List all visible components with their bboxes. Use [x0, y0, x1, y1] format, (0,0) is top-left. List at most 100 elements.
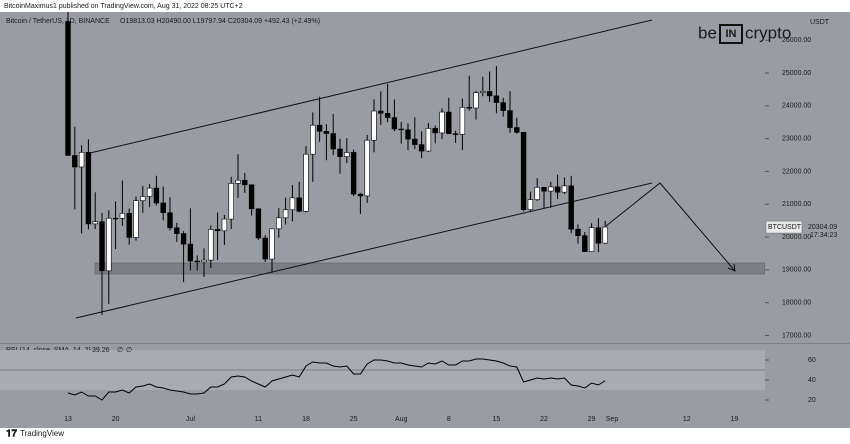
candle-body: [99, 221, 105, 272]
candle-body: [446, 111, 452, 135]
candle-body: [119, 213, 126, 219]
candle-body: [378, 110, 384, 114]
candle-body: [357, 193, 364, 197]
symbol-tag-text: BTCUSDT: [768, 224, 802, 231]
x-tick-label: 11: [255, 416, 262, 423]
candle-body: [187, 243, 194, 262]
pane-separator: [0, 343, 850, 344]
y-tick-label: 40: [808, 377, 816, 384]
candle-body: [344, 152, 350, 157]
projection-arrow: [605, 182, 736, 272]
candle-body: [520, 132, 527, 210]
candle-body: [296, 197, 302, 212]
candle-body: [486, 91, 493, 97]
candle-body: [180, 233, 187, 245]
ohlc-values: O19813.03 H20490.00 L19797.94 C20304.09 …: [120, 18, 320, 25]
logo-text: be: [698, 23, 717, 42]
rsi-value: 39.26: [92, 347, 110, 354]
x-tick-label: 19: [731, 416, 739, 423]
candle-body: [194, 260, 200, 263]
x-tick-label: 22: [540, 416, 548, 423]
x-tick-label: 8: [447, 416, 451, 423]
x-tick-label: Jul: [186, 416, 195, 423]
y-tick-label: 22000.00: [782, 168, 811, 175]
candle-body: [371, 110, 377, 141]
logo: be IN crypto: [698, 23, 791, 44]
candle-body: [425, 128, 432, 152]
candle-body: [548, 186, 554, 192]
candle-body: [310, 124, 316, 155]
candle-body: [112, 217, 119, 220]
candle-body: [439, 111, 445, 134]
logo-text: IN: [726, 28, 737, 40]
candle-body: [398, 128, 404, 131]
x-tick-label: 29: [588, 416, 596, 423]
candle-body: [201, 259, 207, 263]
candle-body: [208, 229, 214, 261]
candle-body: [85, 152, 92, 225]
candle-body: [276, 217, 282, 230]
candle-body: [582, 235, 588, 252]
candle-body: [282, 209, 289, 219]
symbol-title: Bitcoin / TetherUS, 1D, BINANCE: [6, 18, 110, 25]
y-tick-label: 24000.00: [782, 103, 811, 110]
candle-body: [588, 227, 595, 252]
candle-body: [568, 185, 574, 230]
x-tick-label: 12: [683, 416, 691, 423]
channel-upper: [89, 19, 653, 154]
candle-body: [228, 183, 234, 220]
candle-body: [92, 221, 98, 225]
rsi-line: [67, 358, 606, 401]
candle-body: [602, 226, 608, 244]
candle-body: [575, 228, 581, 237]
candle-body: [133, 200, 139, 238]
axis-label: USDT: [810, 19, 830, 26]
candle-body: [235, 179, 241, 184]
footer-brand: TradingView: [20, 429, 64, 438]
y-tick-label: 19000.00: [782, 267, 811, 274]
candle-body: [391, 117, 398, 130]
candle-body: [255, 208, 262, 239]
candle-body: [350, 152, 357, 195]
y-tick-label: 21000.00: [782, 201, 811, 208]
x-tick-label: 13: [64, 416, 72, 423]
countdown: 17:34:23: [810, 232, 837, 239]
candle-body: [337, 148, 343, 157]
candle-body: [248, 184, 255, 210]
candle-body: [174, 227, 180, 234]
y-tick-label: 20: [808, 397, 816, 404]
candle-body: [500, 102, 506, 111]
candle-body: [242, 179, 248, 186]
candle-body: [153, 187, 160, 204]
candle-body: [269, 228, 275, 260]
candle-body: [473, 92, 479, 109]
channel-lower: [75, 182, 653, 319]
candle-body: [221, 218, 228, 232]
candle-body: [146, 187, 153, 197]
logo-box: [719, 24, 743, 44]
candle-body: [405, 129, 411, 140]
candle-body: [514, 127, 520, 133]
candle-body: [507, 110, 513, 128]
x-tick-label: 25: [350, 416, 358, 423]
arrow-head: [727, 263, 736, 272]
candle-body: [554, 186, 561, 193]
candle-body: [493, 95, 500, 103]
candle-body: [65, 21, 71, 156]
y-tick-label: 26000.00: [782, 37, 811, 44]
logo-text: crypto: [745, 23, 791, 42]
x-tick-label: Sep: [606, 416, 619, 423]
x-tick-label: 15: [493, 416, 501, 423]
y-tick-label: 18000.00: [782, 299, 811, 306]
y-tick-label: 25000.00: [782, 70, 811, 77]
candle-body: [452, 133, 459, 135]
candle-body: [214, 229, 221, 232]
drawings: [75, 19, 765, 319]
candle-body: [160, 202, 166, 214]
y-tick-label: 17000.00: [782, 332, 811, 339]
candle-body: [262, 237, 268, 260]
last-price: 20304.09: [808, 224, 837, 231]
rsi-legend-value: ∅: [117, 347, 123, 354]
rsi-legend-value: ∅: [126, 347, 132, 354]
candle-body: [534, 187, 540, 200]
